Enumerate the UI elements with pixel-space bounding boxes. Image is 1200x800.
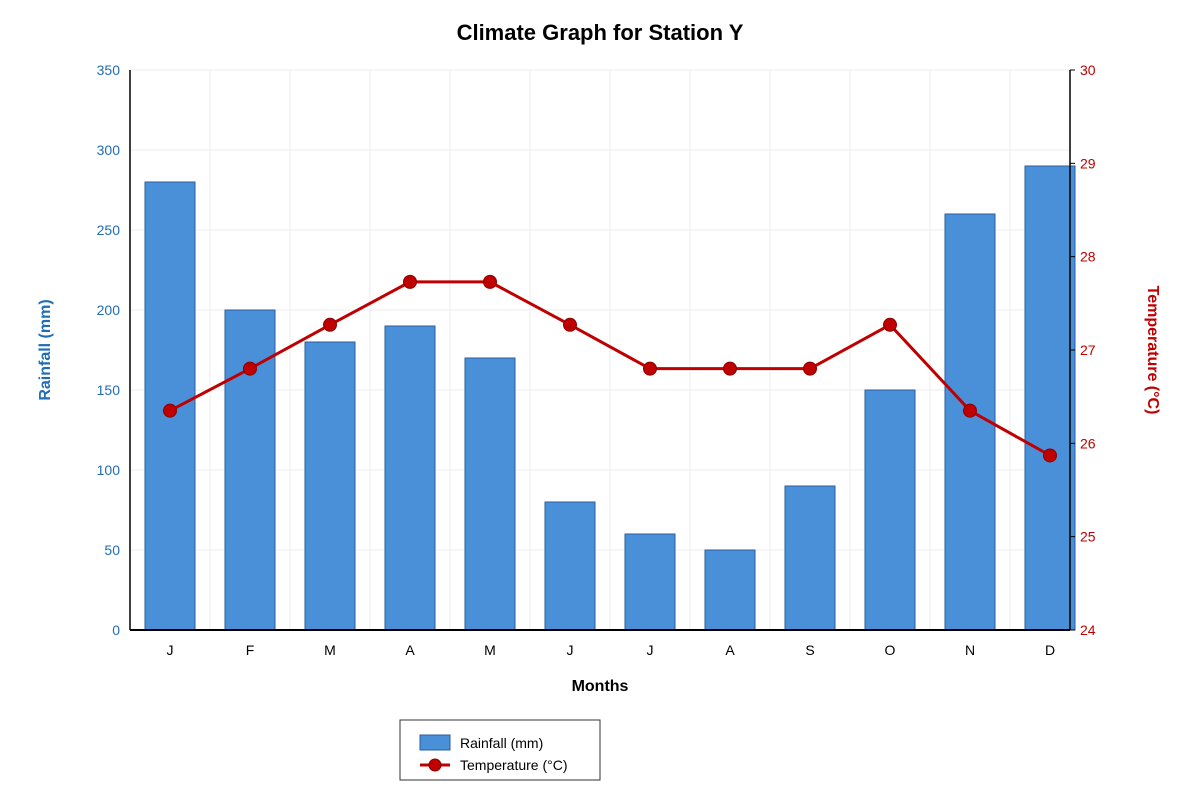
right-axis-ticks: 24 25 26 27 28 29 30 <box>1070 62 1096 638</box>
temperature-line <box>169 280 1051 457</box>
x-tick-label: O <box>885 642 896 658</box>
bars <box>144 165 1076 631</box>
temperature-point <box>563 317 577 332</box>
left-tick-label: 300 <box>97 142 121 158</box>
rainfall-bar <box>464 357 516 631</box>
x-tick-label: M <box>484 642 496 658</box>
rainfall-bar <box>624 533 676 631</box>
temperature-point <box>963 403 977 418</box>
temperature-point <box>483 274 497 289</box>
rainfall-bar <box>304 341 356 631</box>
left-tick-label: 150 <box>97 382 121 398</box>
right-tick-label: 29 <box>1080 155 1096 171</box>
left-tick-label: 50 <box>104 542 120 558</box>
left-tick-label: 200 <box>97 302 121 318</box>
legend-rainfall-label: Rainfall (mm) <box>460 735 543 751</box>
temperature-line-group <box>163 274 1057 463</box>
x-tick-label: J <box>647 642 654 658</box>
left-axis-title: Rainfall (mm) <box>37 299 54 400</box>
x-axis-title: Months <box>572 678 629 695</box>
left-tick-label: 100 <box>97 462 121 478</box>
legend-temperature-label: Temperature (°C) <box>460 757 568 773</box>
chart-title: Climate Graph for Station Y <box>457 20 744 45</box>
rainfall-bar <box>784 485 836 631</box>
x-tick-label: J <box>567 642 574 658</box>
temperature-point <box>803 361 817 376</box>
x-tick-label: S <box>805 642 814 658</box>
x-tick-label: J <box>167 642 174 658</box>
right-axis-title: Temperature (°C) <box>1144 286 1161 415</box>
right-tick-label: 24 <box>1080 622 1096 638</box>
x-tick-label: A <box>405 642 415 658</box>
temperature-point <box>323 317 337 332</box>
temperature-point <box>1043 448 1057 463</box>
left-tick-label: 350 <box>97 62 121 78</box>
right-tick-label: 26 <box>1080 435 1096 451</box>
left-axis-ticks: 0 50 100 150 200 250 300 350 <box>97 62 121 638</box>
grid <box>129 69 1070 631</box>
left-tick-label: 250 <box>97 222 121 238</box>
temperature-point <box>163 403 177 418</box>
x-tick-label: N <box>965 642 975 658</box>
legend-temperature-marker <box>428 758 442 772</box>
legend: Rainfall (mm) Temperature (°C) <box>399 719 601 781</box>
temperature-point <box>883 317 897 332</box>
right-tick-label: 25 <box>1080 529 1096 545</box>
legend-rainfall-swatch <box>419 734 451 751</box>
temperature-point <box>403 274 417 289</box>
right-tick-label: 28 <box>1080 249 1096 265</box>
x-tick-label: D <box>1045 642 1055 658</box>
rainfall-bar <box>544 501 596 631</box>
x-tick-label: F <box>246 642 255 658</box>
temperature-point <box>643 361 657 376</box>
right-tick-label: 27 <box>1080 342 1096 358</box>
rainfall-bar <box>864 389 916 631</box>
x-tick-label: M <box>324 642 336 658</box>
rainfall-bar <box>704 549 756 631</box>
temperature-point <box>723 361 737 376</box>
left-tick-label: 0 <box>112 622 120 638</box>
x-tick-label: A <box>725 642 735 658</box>
rainfall-bar <box>1024 165 1076 631</box>
rainfall-bar <box>384 325 436 631</box>
rainfall-bar <box>944 213 996 631</box>
right-tick-label: 30 <box>1080 62 1096 78</box>
temperature-point <box>243 361 257 376</box>
